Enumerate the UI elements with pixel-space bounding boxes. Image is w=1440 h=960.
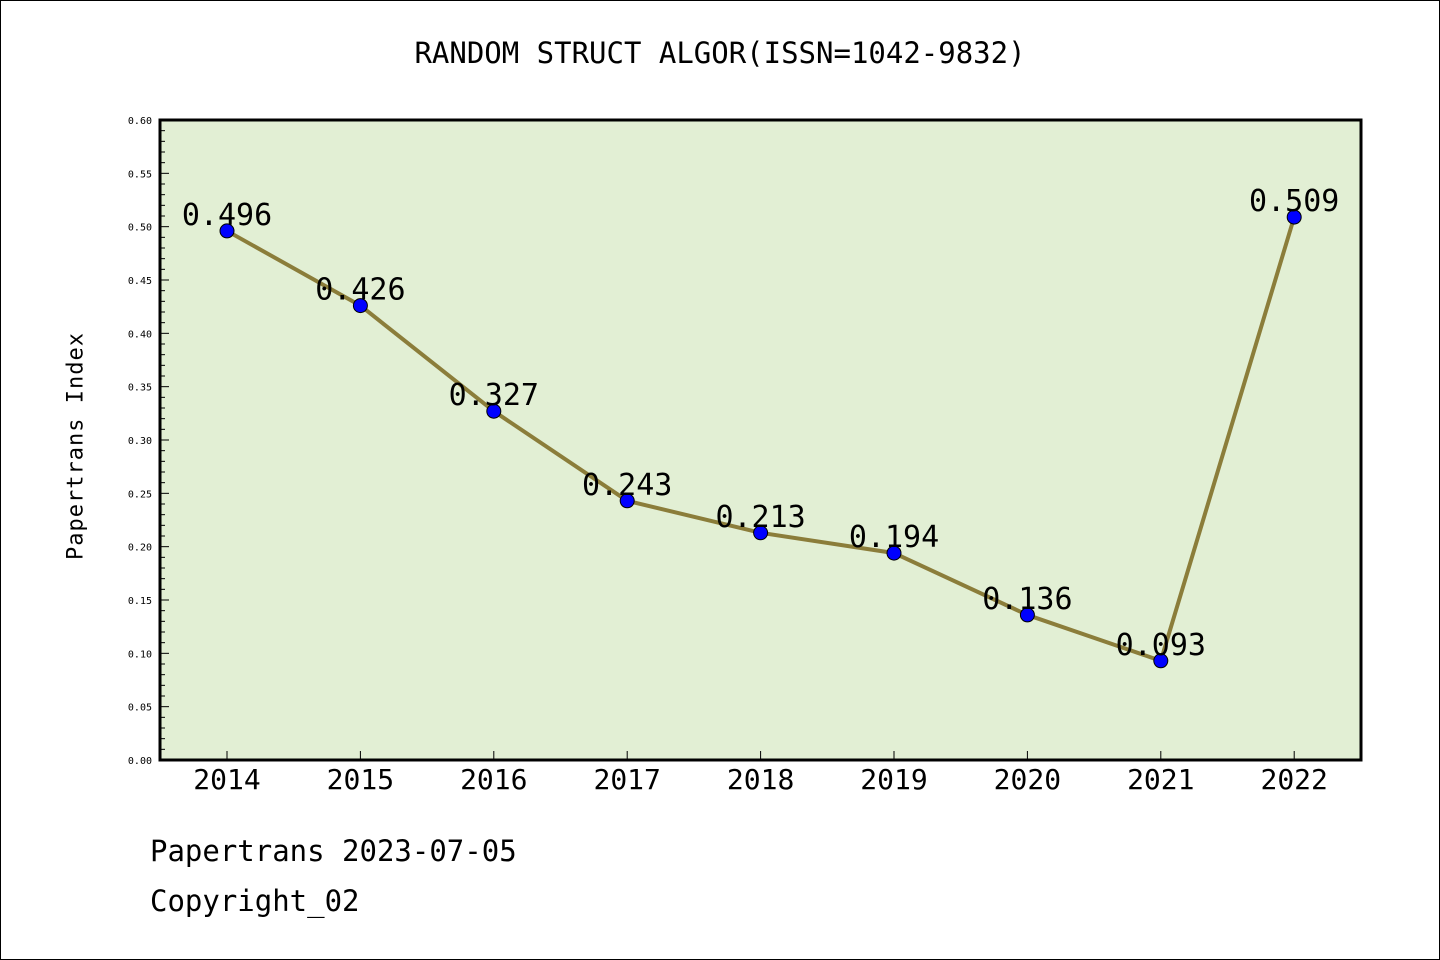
y-tick-label: 0.60 bbox=[128, 116, 152, 127]
y-tick-label: 0.15 bbox=[128, 596, 152, 607]
data-value-label: 0.213 bbox=[715, 500, 805, 535]
footer-copyright: Copyright_02 bbox=[150, 884, 360, 918]
x-tick-label: 2021 bbox=[1127, 763, 1194, 796]
plot-border bbox=[158, 118, 1363, 762]
x-tick-label: 2014 bbox=[193, 763, 260, 796]
x-tick-label: 2022 bbox=[1260, 763, 1327, 796]
x-tick-label: 2016 bbox=[460, 763, 527, 796]
y-tick-label: 0.10 bbox=[128, 649, 152, 660]
footer-date-line: Papertrans 2023-07-05 bbox=[150, 834, 517, 868]
y-tick-label: 0.25 bbox=[128, 489, 152, 500]
data-point-marker bbox=[886, 545, 902, 561]
data-point-marker bbox=[486, 403, 502, 419]
x-tick-label: 2020 bbox=[994, 763, 1061, 796]
y-tick-label: 0.55 bbox=[128, 169, 152, 180]
data-point-marker bbox=[753, 525, 769, 541]
x-tick-label: 2017 bbox=[593, 763, 660, 796]
data-value-label: 0.496 bbox=[182, 198, 272, 233]
data-value-label: 0.093 bbox=[1116, 628, 1206, 663]
data-markers bbox=[219, 209, 1302, 669]
x-tick-label: 2015 bbox=[327, 763, 394, 796]
data-value-label: 0.426 bbox=[315, 273, 405, 308]
y-tick-label: 0.30 bbox=[128, 436, 152, 447]
y-axis-tick-labels: 0.00 0.05 0.10 0.15 0.20 0.25 0.30 0.35 0.40 0.45… bbox=[128, 116, 152, 767]
data-value-label: 0.327 bbox=[449, 378, 539, 413]
y-tick-label: 0.35 bbox=[128, 383, 152, 394]
data-point-marker bbox=[1286, 209, 1302, 225]
x-tick-label: 2018 bbox=[727, 763, 794, 796]
y-tick-label: 0.40 bbox=[128, 329, 152, 340]
data-value-label: 0.194 bbox=[849, 520, 939, 555]
data-point-marker bbox=[352, 298, 368, 314]
y-tick-label: 0.45 bbox=[128, 276, 152, 287]
chart-title: RANDOM STRUCT ALGOR(ISSN=1042-9832) bbox=[414, 36, 1026, 70]
data-value-label: 0.243 bbox=[582, 468, 672, 503]
plot-area bbox=[160, 120, 1361, 760]
x-tick-label: 2019 bbox=[860, 763, 927, 796]
x-axis-tick-labels: 2014 2015 2016 2017 2018 2019 2020 2021 2022 bbox=[193, 763, 1328, 796]
data-value-labels: 0.496 0.426 0.327 0.243 0.213 0.194 0.136 0.093… bbox=[182, 184, 1340, 663]
data-value-label: 0.136 bbox=[982, 582, 1072, 617]
y-tick-label: 0.05 bbox=[128, 703, 152, 714]
data-point-marker bbox=[1153, 653, 1169, 669]
data-point-marker bbox=[1019, 607, 1035, 623]
y-tick-label: 0.50 bbox=[128, 223, 152, 234]
y-tick-label: 0.20 bbox=[128, 543, 152, 554]
data-point-marker bbox=[219, 223, 235, 239]
data-point-marker bbox=[619, 493, 635, 509]
y-tick-label: 0.00 bbox=[128, 756, 152, 767]
data-value-label: 0.509 bbox=[1249, 184, 1339, 219]
